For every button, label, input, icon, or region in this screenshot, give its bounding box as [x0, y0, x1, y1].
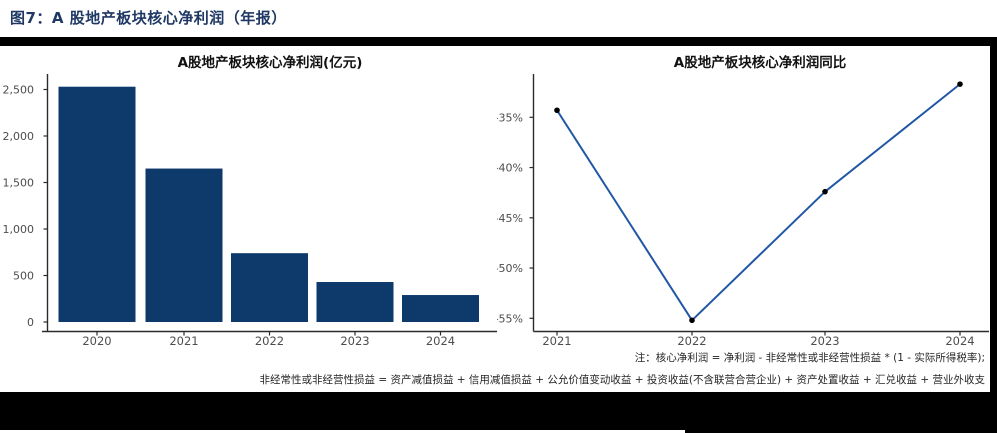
y-tick-label: -55% — [497, 312, 523, 325]
x-tick-label: 2024 — [426, 334, 455, 348]
line-chart-title: A股地产板块核心净利润同比 — [674, 54, 846, 71]
frame-bottom-gap — [0, 430, 685, 433]
y-tick-label: -40% — [497, 162, 523, 175]
line-chart-yoy: A股地产板块核心净利润同比 -35% -40% -45% -50% -55% 2021 202… — [495, 46, 990, 392]
y-tick-label: 0 — [27, 316, 34, 329]
footnote-line-2: 非经常性或非经营性损益 = 资产减值损益 + 信用减值损益 + 公允价值变动收益… — [259, 374, 985, 386]
data-point-2023 — [822, 188, 828, 195]
x-tick-label: 2020 — [82, 334, 111, 348]
y-tick-label: 2,000 — [3, 130, 35, 143]
frame-right-band — [990, 37, 997, 433]
bar-2021 — [145, 168, 223, 322]
footnote-line-1: 注：核心净利润 = 净利润 - 非经常性或非经营性损益 * (1 - 实际所得税… — [634, 352, 985, 364]
x-tick-label: 2022 — [255, 334, 284, 348]
frame-bottom-band — [0, 392, 997, 433]
x-tick-label: 2021 — [169, 334, 198, 348]
bar-2024 — [402, 295, 479, 322]
y-tick-label: -50% — [497, 262, 523, 275]
data-point-2021 — [554, 107, 560, 114]
figure-caption: 图7：A 股地产板块核心净利润（年报） — [10, 9, 287, 27]
y-tick-label: 500 — [13, 270, 34, 283]
line-chart-svg: A股地产板块核心净利润同比 -35% -40% -45% -50% -55% 2021 202… — [495, 54, 989, 348]
x-tick-label: 2023 — [810, 334, 839, 348]
data-point-2022 — [689, 317, 695, 324]
bar-2020 — [58, 86, 136, 323]
x-tick-label: 2024 — [945, 334, 974, 348]
frame-top-band — [0, 37, 997, 46]
x-tick-label: 2021 — [542, 334, 571, 348]
yoy-line — [556, 83, 961, 322]
data-point-2024 — [957, 81, 963, 87]
bar-chart-core-net-profit: A股地产板块核心净利润(亿元) 0 500 1,000 1,500 2,000 2,500 2… — [0, 46, 497, 392]
bar-chart-svg: A股地产板块核心净利润(亿元) 0 500 1,000 1,500 2,000 2,500 2… — [3, 54, 497, 348]
bar-chart-title: A股地产板块核心净利润(亿元) — [178, 54, 363, 71]
y-tick-label: 2,500 — [3, 84, 35, 97]
y-tick-label: 1,500 — [3, 177, 35, 190]
y-tick-label: -45% — [497, 212, 523, 225]
y-tick-label: -35% — [497, 111, 523, 124]
y-tick-label: 1,000 — [3, 223, 35, 236]
bar-2022 — [231, 253, 308, 322]
x-tick-label: 2023 — [340, 334, 369, 348]
footnotes: 注：核心净利润 = 净利润 - 非经常性或非经营性损益 * (1 - 实际所得税… — [259, 347, 985, 391]
x-tick-label: 2022 — [677, 334, 706, 348]
bar-2023 — [316, 282, 394, 322]
